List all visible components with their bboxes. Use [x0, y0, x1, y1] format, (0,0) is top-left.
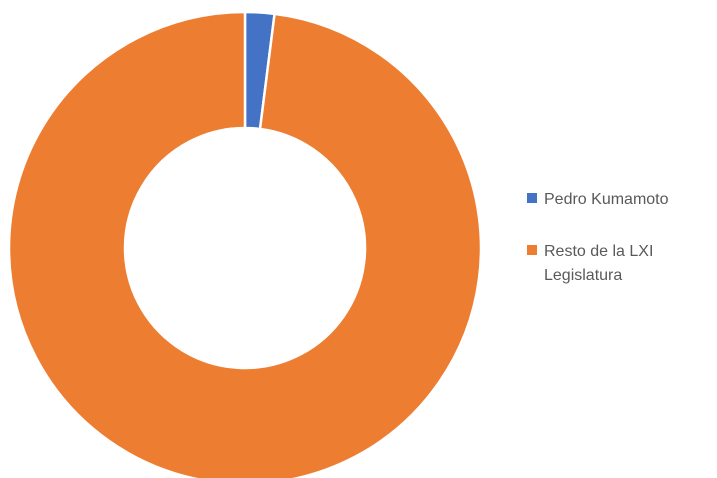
donut-slice-resto-de-la-lxi-legislatura [7, 10, 483, 478]
chart-legend: Pedro Kumamoto Resto de la LXI Legislatu… [527, 188, 712, 316]
legend-label-pedro-kumamoto: Pedro Kumamoto [544, 191, 669, 208]
legend-label-resto-legislatura: Resto de la LXI Legislatura [544, 243, 654, 284]
legend-swatch-resto-legislatura [527, 245, 537, 255]
legend-swatch-pedro-kumamoto [527, 193, 537, 203]
legend-item-pedro-kumamoto: Pedro Kumamoto [527, 188, 712, 212]
legend-item-resto-legislatura: Resto de la LXI Legislatura [527, 240, 712, 288]
